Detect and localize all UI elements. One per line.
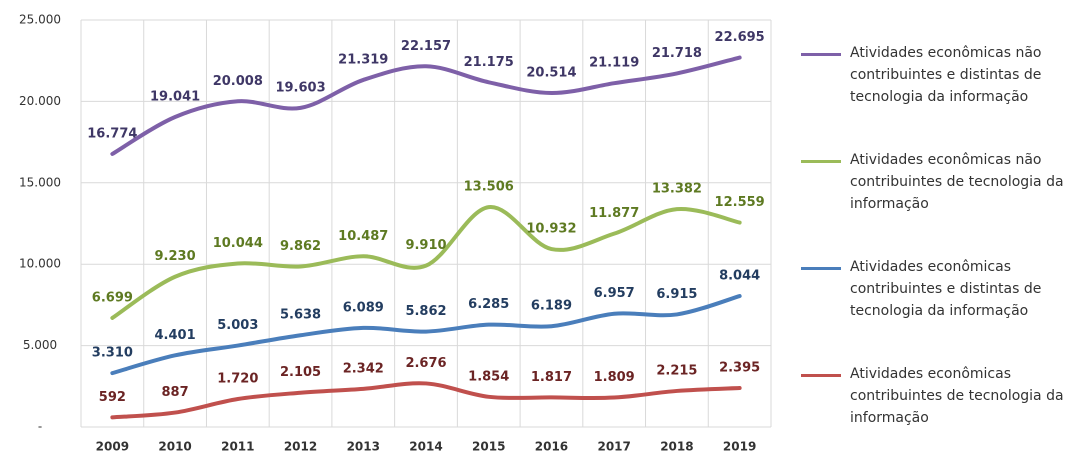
x-tick-label: 2018 [660, 440, 693, 454]
data-label: 20.514 [526, 66, 576, 81]
data-label: 1.720 [217, 371, 258, 386]
data-label: 5.862 [405, 304, 446, 319]
x-tick-label: 2016 [535, 440, 568, 454]
data-label: 21.119 [589, 56, 639, 71]
legend-label: Atividades econômicas contribuintes e di… [850, 259, 1042, 319]
data-label: 887 [162, 385, 189, 400]
data-label: 20.008 [213, 74, 263, 89]
page: {"chart_data": {"type": "line", "categor… [19, 12, 1064, 454]
data-label: 13.506 [464, 180, 514, 195]
data-label: 13.382 [652, 182, 702, 197]
x-tick-label: 2010 [158, 440, 191, 454]
data-label: 10.044 [213, 236, 263, 251]
data-label: 22.157 [401, 39, 451, 54]
data-label: 21.319 [338, 52, 388, 67]
line [110, 381, 742, 420]
data-label: 2.342 [343, 361, 384, 376]
data-label: 19.603 [275, 80, 325, 95]
data-label: 1.809 [594, 370, 635, 385]
y-tick-label: 20.000 [19, 94, 61, 108]
data-label: 592 [99, 390, 126, 405]
data-label: 12.559 [715, 195, 765, 210]
x-tick-label: 2009 [96, 440, 129, 454]
data-label: 1.817 [531, 370, 572, 385]
data-label: 9.910 [405, 238, 446, 253]
x-tick-label: 2012 [284, 440, 317, 454]
data-label: 3.310 [92, 346, 133, 361]
data-label: 21.175 [464, 55, 514, 70]
legend-item: Atividades econômicas contribuintes de t… [795, 363, 1065, 470]
data-label: 9.862 [280, 239, 321, 254]
data-label: 16.774 [87, 126, 137, 141]
data-label: 6.189 [531, 299, 572, 314]
x-tick-label: 2014 [409, 440, 442, 454]
legend-swatch [801, 160, 841, 163]
x-tick-label: 2011 [221, 440, 254, 454]
data-label: 11.877 [589, 206, 639, 221]
chart: - 5.000 10.000 15.000 20.000 25.000 2009 2010 20… [19, 13, 772, 454]
legend-label: Atividades econômicas contribuintes de t… [850, 366, 1064, 426]
x-tick-label: 2017 [597, 440, 630, 454]
x-tick-label: 2015 [472, 440, 505, 454]
data-label: 5.003 [217, 318, 258, 333]
legend-swatch [801, 53, 841, 56]
data-label: 8.044 [719, 269, 760, 284]
data-label: 2.395 [719, 361, 760, 376]
data-label: 22.695 [715, 30, 765, 45]
y-tick-label: 15.000 [19, 175, 61, 189]
legend-item: Atividades econômicas contribuintes e di… [795, 256, 1065, 363]
y-tick-label: 10.000 [19, 257, 61, 271]
data-label: 2.105 [280, 365, 321, 380]
data-label: 21.718 [652, 46, 702, 61]
y-tick-label: - [38, 420, 42, 434]
data-label: 1.854 [468, 369, 509, 384]
legend-swatch [801, 267, 841, 270]
x-tick-label: 2019 [723, 440, 756, 454]
data-label: 10.932 [526, 222, 576, 237]
data-label: 10.487 [338, 229, 388, 244]
data-label: 6.915 [656, 287, 697, 302]
data-label: 6.957 [594, 286, 635, 301]
legend-item: Atividades econômicas não contribuintes … [795, 149, 1065, 256]
data-label: 2.215 [656, 363, 697, 378]
line [110, 55, 742, 156]
y-tick-label: 5.000 [23, 338, 57, 352]
line [110, 205, 742, 320]
x-tick-label: 2013 [347, 440, 380, 454]
legend: Atividades econômicas não contribuintes … [795, 42, 1065, 470]
y-tick-label: 25.000 [19, 13, 61, 27]
data-label: 6.285 [468, 297, 509, 312]
data-label: 9.230 [155, 249, 196, 264]
data-label: 19.041 [150, 90, 200, 105]
data-label: 4.401 [155, 328, 196, 343]
legend-label: Atividades econômicas não contribuintes … [850, 152, 1064, 212]
legend-item: Atividades econômicas não contribuintes … [795, 42, 1065, 149]
legend-swatch [801, 374, 841, 377]
line [110, 294, 742, 376]
data-label: 2.676 [405, 356, 446, 371]
data-label: 6.089 [343, 300, 384, 315]
data-label: 6.699 [92, 290, 133, 305]
legend-label: Atividades econômicas não contribuintes … [850, 45, 1042, 105]
data-label: 5.638 [280, 308, 321, 323]
